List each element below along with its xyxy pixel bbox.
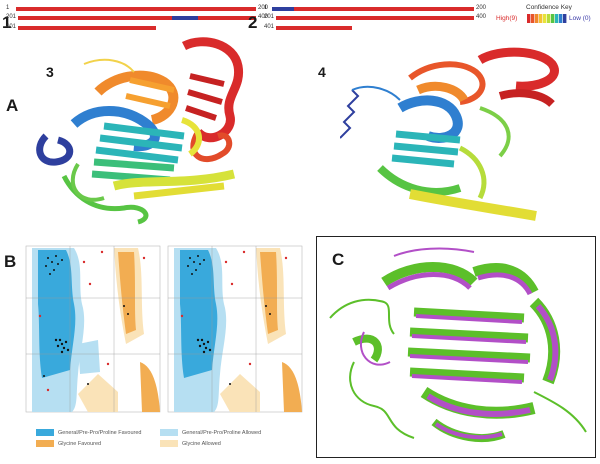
seq2-row1-bar	[294, 7, 474, 11]
panel-c-label: C	[332, 250, 345, 269]
seq2-row2-bar	[276, 16, 474, 20]
sequence-map-2-label: 2	[248, 13, 258, 32]
seq2-row2-end: 400	[476, 14, 487, 20]
seq1-row2-bar	[18, 16, 256, 20]
legend-swatch-general-favoured	[36, 429, 54, 436]
ramachandran-plots	[25, 245, 303, 413]
model-3-label: 3	[46, 64, 54, 80]
legend-label-general-allowed: General/Pre-Pro/Proline Allowed	[182, 430, 262, 436]
confidence-key-low-label: Low (0)	[569, 15, 591, 22]
seq1-row1-end: 200	[258, 5, 269, 11]
confidence-swatch	[551, 14, 555, 23]
legend-label-general-favoured: General/Pre-Pro/Proline Favoured	[58, 430, 142, 436]
model-4-label: 4	[318, 64, 326, 80]
seq1-row1-bar	[16, 7, 256, 11]
seq2-row2-start: 201	[264, 14, 275, 20]
confidence-swatch	[539, 14, 543, 23]
seq1-row2-end: 400	[258, 14, 269, 20]
panel-c-frame	[316, 236, 596, 458]
panel-a-label: A	[6, 96, 19, 115]
confidence-swatch	[547, 14, 551, 23]
confidence-swatch	[535, 14, 539, 23]
confidence-key-gradient	[527, 14, 567, 23]
confidence-key-title: Confidence Key	[526, 4, 572, 11]
seq2-row1-low-confidence-segment	[272, 7, 294, 11]
confidence-swatch	[531, 14, 535, 23]
structure-overlay	[329, 247, 587, 442]
confidence-key-high-label: High(9)	[496, 15, 518, 22]
seq1-row3-bar	[18, 26, 156, 30]
seq2-row3-bar	[276, 26, 352, 30]
seq2-row3-start: 401	[264, 24, 275, 30]
panel-b-label: B	[4, 252, 17, 271]
ramachandran-plot-right	[167, 245, 303, 413]
confidence-swatch	[527, 14, 531, 23]
protein-model-3-ribbon	[36, 37, 244, 225]
confidence-swatch	[555, 14, 559, 23]
seq2-row1-start: 1	[264, 5, 268, 11]
seq1-row3-start: 401	[6, 24, 17, 30]
confidence-swatch	[543, 14, 547, 23]
seq1-row1-start: 1	[6, 5, 10, 11]
legend-label-glycine-favoured: Glycine Favoured	[58, 441, 102, 447]
legend-swatch-general-allowed	[160, 429, 178, 436]
legend-swatch-glycine-allowed	[160, 440, 178, 447]
confidence-swatch	[563, 14, 567, 23]
seq1-row2-start: 201	[6, 14, 17, 20]
confidence-swatch	[559, 14, 563, 23]
legend-swatch-glycine-favoured	[36, 440, 54, 447]
protein-model-4-ribbon	[340, 47, 559, 221]
sequence-map-1-label: 1	[2, 13, 12, 32]
seq1-row2-low-confidence-segment	[172, 16, 198, 20]
seq2-row1-end: 200	[476, 5, 487, 11]
ramachandran-plot-left	[25, 245, 161, 413]
legend-label-glycine-allowed: Glycine Allowed	[182, 441, 221, 447]
